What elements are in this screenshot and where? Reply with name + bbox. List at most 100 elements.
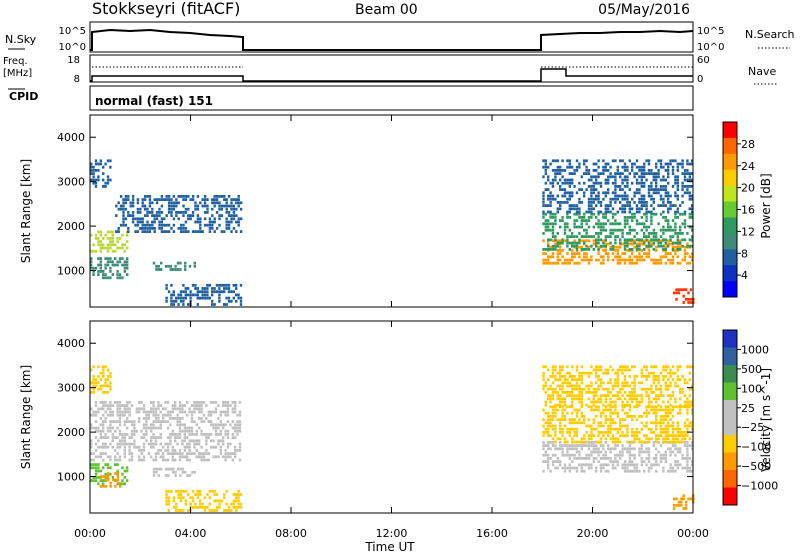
heatmap-cell xyxy=(183,449,186,452)
heatmap-cell xyxy=(645,378,648,381)
heatmap-cell xyxy=(575,165,579,169)
heatmap-cell xyxy=(561,453,564,457)
heatmap-cell xyxy=(556,194,559,198)
heatmap-cell xyxy=(659,194,663,198)
heatmap-cell xyxy=(203,290,207,294)
heatmap-cell xyxy=(691,159,694,163)
heatmap-cell xyxy=(220,499,223,503)
heatmap-cell xyxy=(645,441,648,444)
heatmap-cell xyxy=(609,405,612,409)
heatmap-cell xyxy=(609,418,612,421)
heatmap-cell xyxy=(659,415,663,418)
heatmap-cell xyxy=(626,219,629,222)
heatmap-cell xyxy=(647,249,651,252)
heatmap-cell xyxy=(208,509,211,512)
heatmap-cell xyxy=(609,165,612,169)
heatmap-cell xyxy=(583,258,586,262)
heatmap-cell xyxy=(595,440,598,444)
heatmap-cell xyxy=(575,444,579,447)
heatmap-cell xyxy=(643,365,646,369)
heatmap-cell xyxy=(573,421,576,425)
heatmap-cell xyxy=(563,418,567,421)
heatmap-cell xyxy=(669,159,672,163)
heatmap-cell xyxy=(607,255,610,259)
heatmap-cell xyxy=(547,178,550,182)
heatmap-cell xyxy=(638,469,641,473)
heatmap-cell xyxy=(592,235,595,238)
heatmap-cell xyxy=(621,444,624,447)
heatmap-cell xyxy=(691,172,694,175)
heatmap-cell xyxy=(109,481,112,485)
heatmap-cell xyxy=(633,378,636,381)
heatmap-cell xyxy=(116,237,119,240)
heatmap-cell xyxy=(92,178,95,182)
heatmap-cell xyxy=(633,228,636,232)
heatmap-cell xyxy=(203,201,207,205)
heatmap-cell xyxy=(578,241,581,245)
heatmap-cell xyxy=(166,413,170,417)
heatmap-cell xyxy=(126,466,129,470)
heatmap-cell xyxy=(607,235,610,238)
heatmap-cell xyxy=(188,445,191,449)
heatmap-cell xyxy=(657,241,660,245)
heatmap-cell xyxy=(222,439,225,443)
heatmap-cell xyxy=(97,469,100,473)
heatmap-cell xyxy=(590,444,593,447)
heatmap-cell xyxy=(172,217,176,221)
heatmap-cell xyxy=(585,258,588,262)
heatmap-cell xyxy=(109,401,112,404)
heatmap-cell xyxy=(124,201,128,205)
heatmap-cell xyxy=(104,257,107,260)
heatmap-cell xyxy=(623,434,627,437)
heatmap-cell xyxy=(104,384,107,388)
heatmap-cell xyxy=(175,214,178,217)
heatmap-cell xyxy=(231,452,234,455)
heatmap-cell xyxy=(172,499,175,503)
heatmap-cell xyxy=(568,418,571,421)
heatmap-cell xyxy=(179,474,182,477)
heatmap-cell xyxy=(640,165,643,169)
heatmap-cell xyxy=(193,470,196,474)
heatmap-cell xyxy=(681,181,684,185)
heatmap-cell xyxy=(669,371,672,375)
heatmap-cell xyxy=(592,403,595,407)
heatmap-cell xyxy=(597,245,600,249)
heatmap-cell xyxy=(102,185,105,188)
heatmap-cell xyxy=(152,467,156,471)
heatmap-cell xyxy=(184,268,187,271)
heatmap-cell xyxy=(122,204,125,208)
heatmap-cell xyxy=(102,246,105,250)
heatmap-cell xyxy=(172,207,176,211)
heatmap-cell xyxy=(97,240,100,243)
heatmap-cell xyxy=(631,258,634,262)
heatmap-cell xyxy=(647,185,651,188)
heatmap-cell xyxy=(616,165,619,169)
heatmap-cell xyxy=(647,469,651,473)
heatmap-cell xyxy=(599,255,603,259)
heatmap-cell xyxy=(90,452,93,455)
heatmap-cell xyxy=(676,440,679,444)
heatmap-cell xyxy=(234,407,237,411)
heatmap-cell xyxy=(626,238,629,242)
heatmap-cell xyxy=(152,433,155,436)
heatmap-cell xyxy=(687,301,690,304)
heatmap-cell xyxy=(549,457,552,460)
heatmap-cell xyxy=(102,458,105,462)
heatmap-cell xyxy=(659,427,663,431)
heatmap-cell xyxy=(130,429,134,433)
heatmap-cell xyxy=(159,455,162,459)
heatmap-cell xyxy=(621,159,624,163)
colorbar-tick-label: 100 xyxy=(741,382,762,395)
heatmap-cell xyxy=(664,434,667,437)
heatmap-cell xyxy=(188,452,191,455)
heatmap-cell xyxy=(172,201,176,205)
heatmap-cell xyxy=(631,162,634,166)
heatmap-cell xyxy=(186,458,189,462)
heatmap-cell xyxy=(94,429,98,433)
heatmap-cell xyxy=(146,220,149,224)
heatmap-cell xyxy=(157,413,160,417)
heatmap-cell xyxy=(174,452,177,455)
heatmap-cell xyxy=(172,470,175,474)
heatmap-cell xyxy=(635,437,639,441)
heatmap-cell xyxy=(114,484,117,488)
